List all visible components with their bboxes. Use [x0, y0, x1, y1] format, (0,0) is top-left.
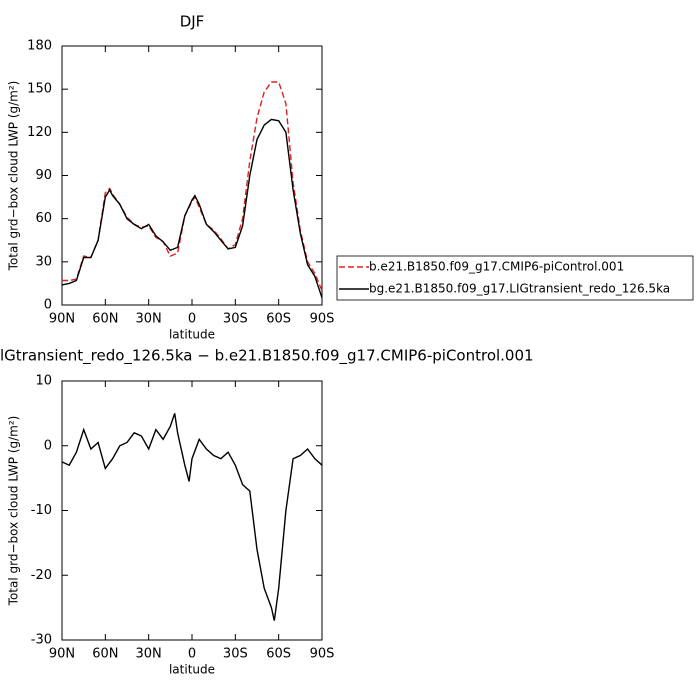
y-tick-label: -10 [31, 503, 52, 518]
x-tick-label: 30N [136, 647, 162, 662]
y-tick-label: -30 [31, 633, 52, 648]
y-tick-label: 0 [44, 298, 52, 313]
data-line [62, 81, 323, 291]
y-tick-label: 180 [27, 39, 52, 54]
x-tick-label: 60S [266, 312, 291, 327]
x-axis-label: latitude [169, 663, 215, 677]
y-tick-label: 90 [35, 168, 52, 183]
x-tick-label: 60N [92, 647, 118, 662]
x-axis-label: latitude [169, 328, 215, 342]
y-tick-label: 0 [44, 438, 52, 453]
y-tick-label: 10 [35, 374, 52, 389]
x-tick-label: 90N [49, 312, 75, 327]
legend-box [336, 255, 694, 301]
x-tick-label: 30N [136, 312, 162, 327]
x-tick-label: 0 [188, 312, 196, 327]
y-tick-label: 150 [27, 82, 52, 97]
x-tick-label: 60N [92, 312, 118, 327]
y-tick-label: 120 [27, 125, 52, 140]
y-tick-label: 30 [35, 254, 52, 269]
data-line [61, 118, 323, 299]
x-tick-label: 60S [266, 647, 291, 662]
legend-label: b.e21.B1850.f09_g17.CMIP6-piControl.001 [369, 260, 624, 274]
y-tick-label: -20 [31, 568, 52, 583]
y-tick-label: 60 [35, 211, 52, 226]
data-line [61, 413, 323, 621]
y-axis-label: Total grd−box cloud LWP (g/m²) [7, 81, 21, 272]
x-tick-label: 30S [223, 647, 248, 662]
legend-label: bg.e21.B1850.f09_g17.LIGtransient_redo_1… [369, 282, 670, 296]
chart-title: lGtransient_redo_126.5ka − b.e21.B1850.f… [0, 347, 534, 366]
x-tick-label: 90S [310, 647, 335, 662]
plot-frame [61, 380, 323, 641]
plot-frame [61, 45, 323, 306]
x-tick-label: 90N [49, 647, 75, 662]
chart-title: DJF [180, 13, 205, 31]
x-tick-label: 90S [310, 312, 335, 327]
x-tick-label: 0 [188, 647, 196, 662]
x-tick-label: 30S [223, 312, 248, 327]
y-axis-label: Total grd−box cloud LWP (g/m²) [7, 416, 21, 607]
